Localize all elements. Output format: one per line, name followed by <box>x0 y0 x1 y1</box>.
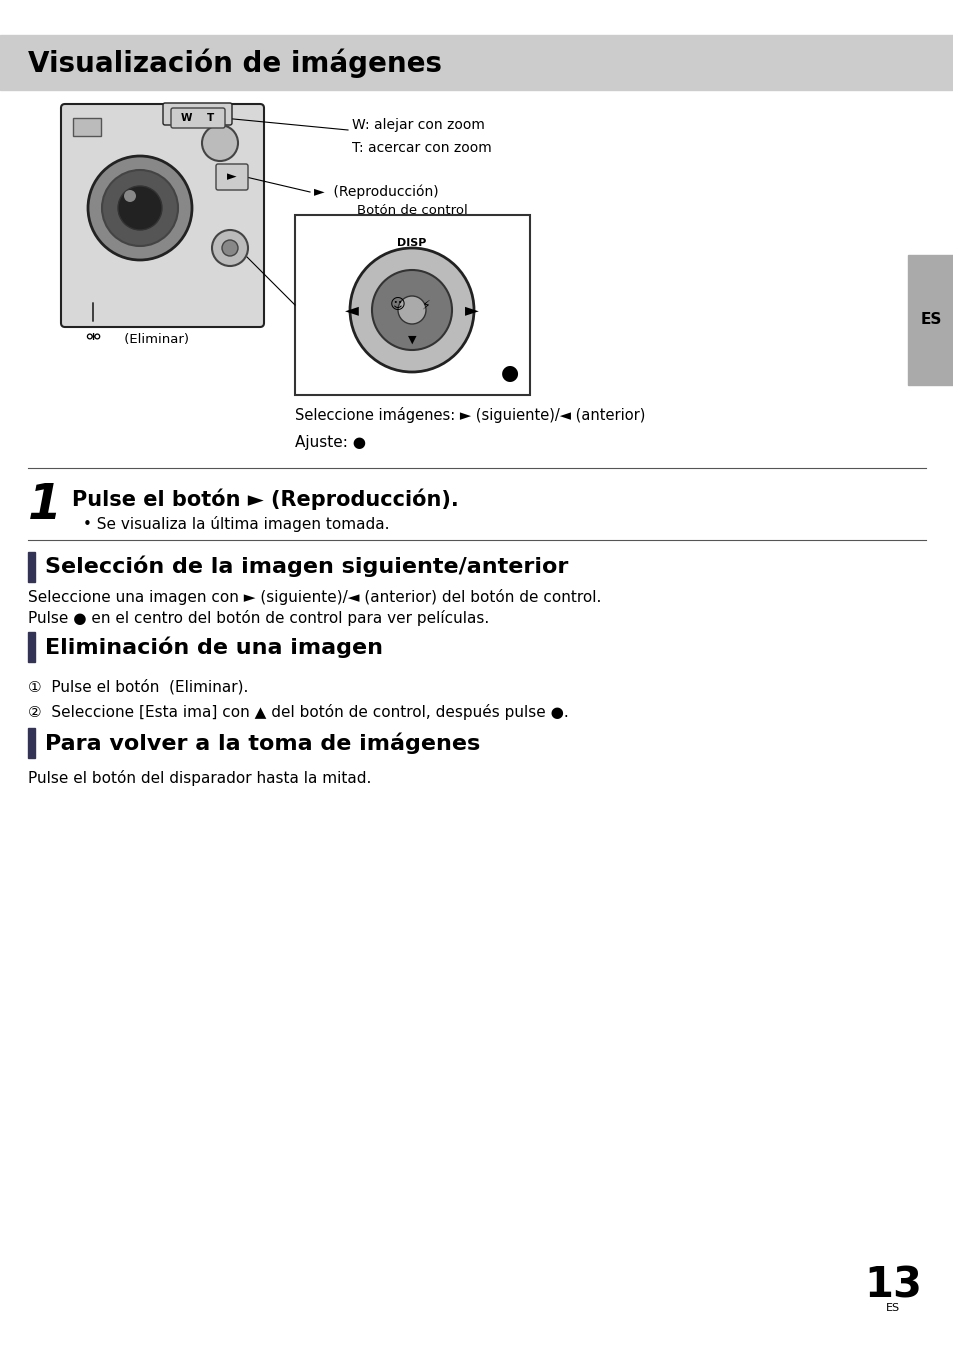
Text: ◄: ◄ <box>345 301 358 319</box>
Text: Para volver a la toma de imágenes: Para volver a la toma de imágenes <box>45 732 479 753</box>
Circle shape <box>88 156 192 260</box>
Text: Selección de la imagen siguiente/anterior: Selección de la imagen siguiente/anterio… <box>45 555 568 577</box>
FancyBboxPatch shape <box>215 164 248 190</box>
Text: ►  (Reproducción): ► (Reproducción) <box>314 184 438 199</box>
FancyBboxPatch shape <box>61 104 264 327</box>
Circle shape <box>202 125 237 161</box>
Text: DISP: DISP <box>396 238 426 247</box>
Bar <box>28 632 35 662</box>
Circle shape <box>102 169 178 246</box>
Text: Pulse ● en el centro del botón de control para ver películas.: Pulse ● en el centro del botón de contro… <box>28 611 489 625</box>
Text: ▼: ▼ <box>407 335 416 346</box>
Bar <box>0 35 953 90</box>
Text: ►: ► <box>464 301 478 319</box>
Text: Pulse el botón ► (Reproducción).: Pulse el botón ► (Reproducción). <box>71 488 458 510</box>
Text: ►: ► <box>227 171 236 183</box>
Text: Eliminación de una imagen: Eliminación de una imagen <box>45 636 382 658</box>
Text: 13: 13 <box>863 1264 921 1306</box>
Bar <box>28 551 35 582</box>
Text: Ajuste: ●: Ajuste: ● <box>294 436 366 451</box>
Text: ⚡: ⚡ <box>421 299 430 312</box>
Text: Botón de control: Botón de control <box>356 204 467 218</box>
Text: Seleccione imágenes: ► (siguiente)/◄ (anterior): Seleccione imágenes: ► (siguiente)/◄ (an… <box>294 408 644 422</box>
Circle shape <box>118 186 162 230</box>
Text: T: acercar con zoom: T: acercar con zoom <box>352 141 491 155</box>
Text: Visualización de imágenes: Visualización de imágenes <box>28 48 441 78</box>
Text: Seleccione una imagen con ► (siguiente)/◄ (anterior) del botón de control.: Seleccione una imagen con ► (siguiente)/… <box>28 589 600 605</box>
Text: (Eliminar): (Eliminar) <box>120 334 189 347</box>
FancyBboxPatch shape <box>163 104 232 125</box>
Circle shape <box>372 270 452 350</box>
Bar <box>907 256 953 385</box>
Text: W    T: W T <box>181 113 214 122</box>
Text: • Se visualiza la última imagen tomada.: • Se visualiza la última imagen tomada. <box>83 516 389 533</box>
Bar <box>294 215 530 395</box>
FancyBboxPatch shape <box>171 108 225 128</box>
Text: Pulse el botón del disparador hasta la mitad.: Pulse el botón del disparador hasta la m… <box>28 769 371 785</box>
Text: ⚮: ⚮ <box>86 330 100 347</box>
Circle shape <box>124 190 136 202</box>
Text: ①  Pulse el botón  (Eliminar).: ① Pulse el botón (Eliminar). <box>28 679 248 695</box>
Circle shape <box>397 296 426 324</box>
Circle shape <box>212 230 248 266</box>
Text: ES: ES <box>920 312 941 327</box>
Text: ☺: ☺ <box>390 297 406 312</box>
Bar <box>28 728 35 759</box>
Text: ●: ● <box>500 363 518 383</box>
Text: W: alejar con zoom: W: alejar con zoom <box>352 118 484 132</box>
Bar <box>73 118 101 136</box>
Text: 1: 1 <box>28 482 62 529</box>
Text: ②  Seleccione [Esta ima] con ▲ del botón de control, después pulse ●.: ② Seleccione [Esta ima] con ▲ del botón … <box>28 703 568 720</box>
Text: ES: ES <box>885 1303 899 1313</box>
Circle shape <box>222 239 237 256</box>
Circle shape <box>350 247 474 373</box>
